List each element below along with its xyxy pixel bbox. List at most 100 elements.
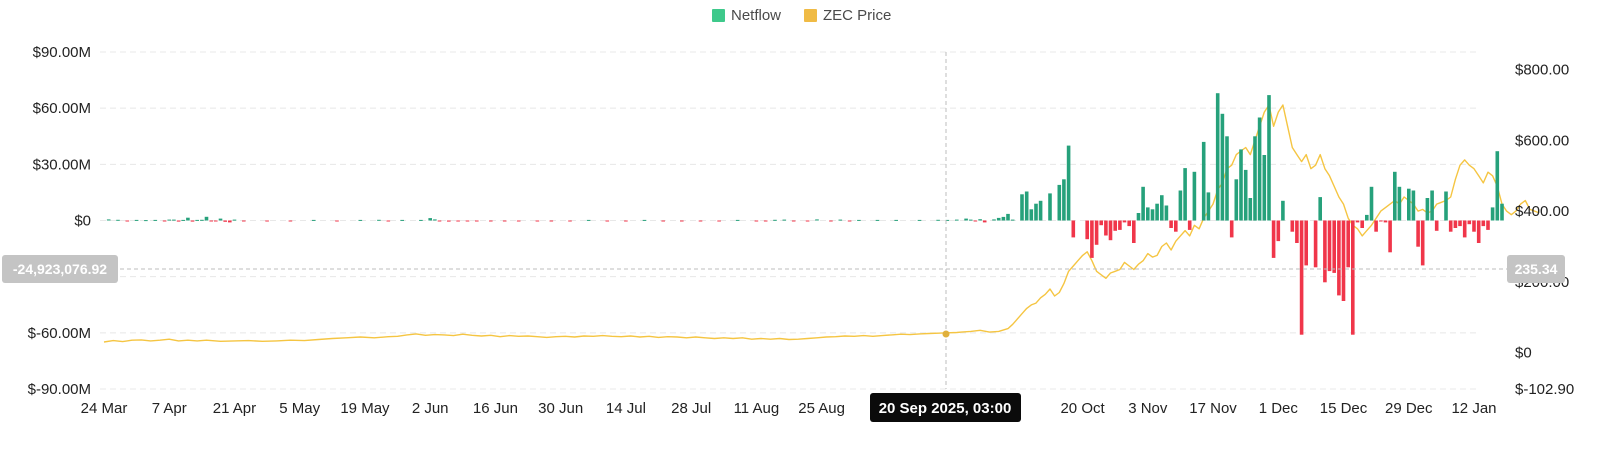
x-tick-label: 1 Dec bbox=[1259, 400, 1299, 417]
x-tick-label: 28 Jul bbox=[671, 400, 711, 417]
x-tick-label: 21 Apr bbox=[213, 400, 256, 417]
x-tick-label: 14 Jul bbox=[606, 400, 646, 417]
price-line bbox=[103, 104, 1540, 343]
netflow-bar bbox=[964, 218, 968, 221]
netflow-bar bbox=[186, 217, 190, 221]
legend-swatch-netflow bbox=[712, 9, 725, 22]
netflow-bar bbox=[1327, 220, 1332, 272]
netflow-bar bbox=[773, 219, 777, 221]
netflow-bar bbox=[973, 220, 978, 222]
netflow-bar bbox=[1351, 220, 1355, 335]
netflow-bar bbox=[1425, 198, 1430, 221]
netflow-bar bbox=[1416, 220, 1420, 247]
x-tick-label: 11 Aug bbox=[734, 400, 780, 417]
x-tick-label: 24 Mar bbox=[81, 400, 128, 417]
netflow-bar bbox=[1038, 200, 1043, 221]
netflow-bar bbox=[209, 220, 213, 222]
netflow-bar bbox=[214, 220, 218, 222]
netflow-bar bbox=[1369, 186, 1374, 221]
netflow-bar bbox=[1453, 220, 1458, 228]
netflow-bar bbox=[1332, 220, 1336, 273]
netflow-bar bbox=[1187, 220, 1192, 230]
netflow-bar bbox=[1313, 220, 1318, 268]
netflow-bar bbox=[377, 219, 381, 221]
netflow-bar bbox=[1388, 220, 1392, 253]
netflow-bar bbox=[190, 220, 195, 222]
netflow-bar bbox=[1411, 190, 1416, 221]
netflow-bar bbox=[106, 219, 111, 221]
x-tick-label: 2 Jun bbox=[412, 400, 449, 417]
x-axis: 24 Mar 7 Apr 21 Apr 5 May 19 May 2 Jun 16 Jun 3… bbox=[81, 400, 1497, 417]
netflow-bar bbox=[1010, 219, 1015, 221]
netflow-bar bbox=[1500, 203, 1504, 221]
netflow-bar bbox=[1299, 220, 1304, 335]
legend-item-netflow[interactable]: Netflow bbox=[712, 7, 781, 24]
netflow-bar bbox=[1174, 220, 1178, 232]
netflow-bar bbox=[1090, 220, 1094, 258]
netflow-bar bbox=[1029, 209, 1034, 221]
legend-item-zec-price[interactable]: ZEC Price bbox=[804, 7, 891, 24]
netflow-bar bbox=[661, 220, 665, 222]
netflow-bar bbox=[1420, 220, 1425, 266]
netflow-bar bbox=[125, 220, 130, 222]
netflow-bar bbox=[1490, 207, 1495, 221]
netflow-bar bbox=[996, 217, 1001, 221]
netflow-bar bbox=[1257, 117, 1262, 221]
netflow-bar bbox=[1234, 179, 1239, 221]
netflow-bar bbox=[1057, 184, 1062, 221]
netflow-bar bbox=[1132, 220, 1136, 243]
netflow-bar bbox=[1444, 191, 1448, 221]
netflow-bar bbox=[1062, 179, 1066, 221]
x-tick-label: 5 May bbox=[279, 400, 320, 417]
x-tick-label: 25 Aug bbox=[798, 400, 845, 417]
netflow-bar bbox=[1355, 220, 1360, 223]
netflow-bar bbox=[516, 220, 521, 222]
netflow-bar bbox=[1346, 220, 1350, 268]
y-left-tick-label: $-90.00M bbox=[28, 381, 91, 398]
netflow-bar bbox=[936, 219, 940, 221]
netflow-bar bbox=[195, 219, 199, 221]
netflow-bar bbox=[1481, 220, 1486, 227]
y-left-tick-label: $30.00M bbox=[33, 156, 91, 173]
netflow-bar bbox=[1365, 214, 1369, 221]
netflow-bar bbox=[586, 219, 591, 221]
netflow-bar bbox=[1318, 197, 1322, 221]
netflow-bar bbox=[1393, 171, 1397, 221]
legend-label-zec-price: ZEC Price bbox=[823, 7, 891, 24]
netflow-bar bbox=[1360, 220, 1364, 228]
x-tick-label: 15 Dec bbox=[1320, 400, 1368, 417]
netflow-bar bbox=[223, 220, 227, 222]
netflow-bar bbox=[1146, 207, 1150, 221]
netflow-bar bbox=[1276, 220, 1281, 242]
netflow-bar bbox=[1243, 169, 1248, 221]
netflow-bar bbox=[335, 220, 339, 222]
netflow-bar bbox=[265, 220, 269, 222]
netflow-bar bbox=[1462, 220, 1467, 238]
netflow-bar bbox=[894, 219, 898, 221]
netflow-bar bbox=[1104, 220, 1108, 236]
x-tick-label: 20 Oct bbox=[1060, 400, 1105, 417]
crosshair: 20 Sep 2025, 03:00 -24,923,076.92 235.34 bbox=[2, 52, 1565, 422]
y-axis-left: $90.00M$60.00M$30.00M$0$-30.00M$-60.00M$… bbox=[28, 44, 91, 398]
legend[interactable]: Netflow ZEC Price bbox=[712, 7, 891, 24]
y-right-tick-label: $0 bbox=[1515, 345, 1532, 362]
netflow-bar bbox=[1169, 220, 1173, 228]
netflow-bar bbox=[1304, 220, 1308, 266]
y-right-tick-label: $-102.90 bbox=[1515, 381, 1574, 398]
y-right-tick-label: $800.00 bbox=[1515, 62, 1569, 79]
netflow-bar bbox=[1476, 220, 1481, 243]
netflow-bar bbox=[1430, 190, 1434, 221]
netflow-bar bbox=[1164, 205, 1169, 221]
y-axis-right: $800.00$600.00$400.00$200.00$0$-102.90 bbox=[1515, 62, 1574, 398]
netflow-bar bbox=[838, 219, 843, 221]
netflow-bar bbox=[1267, 95, 1271, 221]
netflow-bar bbox=[1253, 136, 1257, 221]
netflow-bar bbox=[642, 219, 647, 221]
netflow-bar bbox=[945, 219, 950, 221]
netflow-bar bbox=[153, 219, 158, 221]
y-left-tick-label: $0 bbox=[74, 213, 91, 230]
netflow-bar bbox=[1136, 213, 1141, 221]
crosshair-price-dot bbox=[942, 330, 950, 338]
netflow-bar bbox=[176, 220, 181, 222]
